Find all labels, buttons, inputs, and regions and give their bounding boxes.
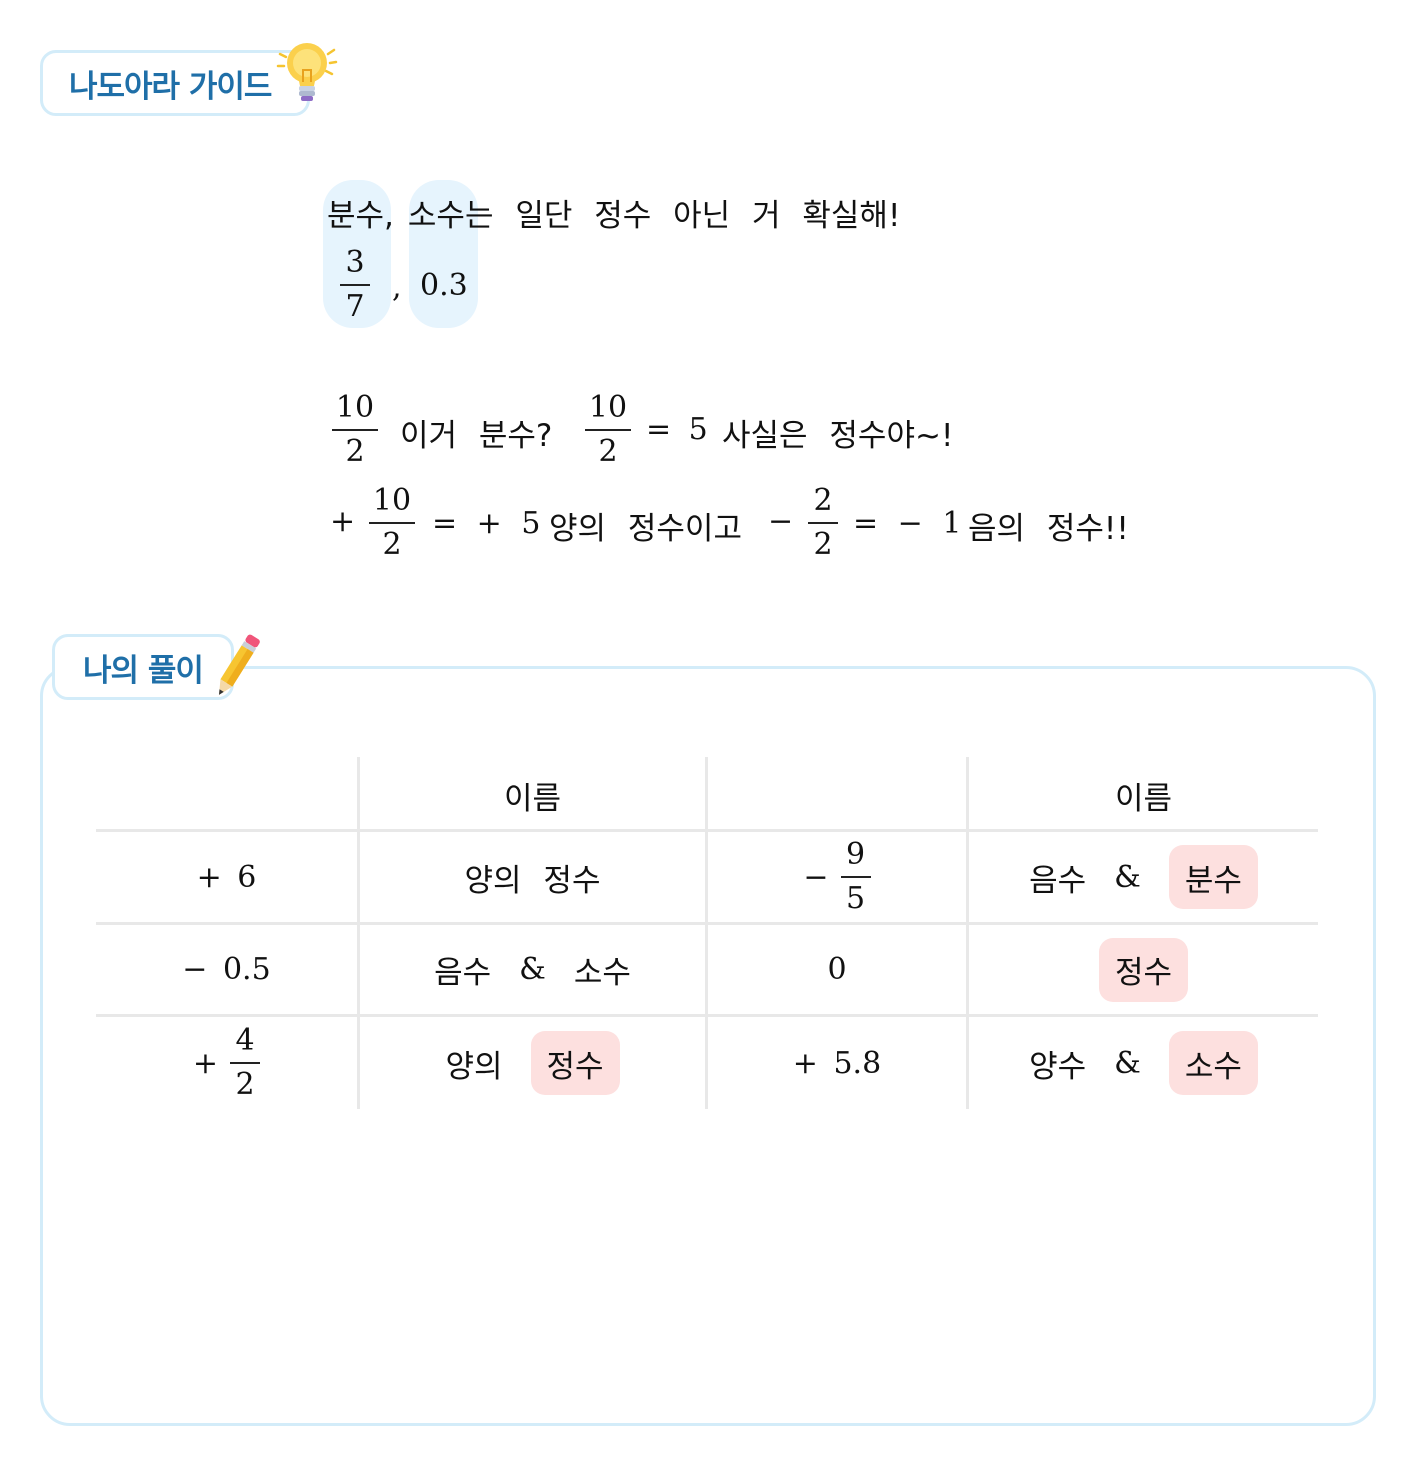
value: − 0.5 xyxy=(182,952,271,987)
table-header-left-name: 이름 xyxy=(360,760,705,830)
numerator: 10 xyxy=(372,483,412,518)
table-row2-right-value: 0 xyxy=(708,925,966,1014)
table-row1-right-value: − 9 5 xyxy=(708,832,966,922)
fraction-bar xyxy=(808,522,838,524)
guide-line-1: 분수, 소수는 일단 정수 아닌 거 확실해! xyxy=(327,190,900,235)
line3-text-1: 이거 분수? xyxy=(400,418,553,454)
line4-text-1: 양의 정수이고 xyxy=(549,511,742,547)
guide-title: 나도아라 가이드 xyxy=(69,68,272,105)
highlight-fraction xyxy=(323,180,391,328)
word-decimal: 소수 xyxy=(407,198,465,234)
table-row3-right-value: + 5.8 xyxy=(708,1017,966,1109)
fraction-bar xyxy=(340,284,370,286)
fraction: 4 2 xyxy=(230,1023,261,1102)
table-row2-right-name: 정수 xyxy=(969,925,1318,1014)
line4-plus: + xyxy=(330,504,356,539)
comma: , xyxy=(384,198,394,234)
table-divider-v3 xyxy=(966,757,969,1109)
guide-title-tag: 나도아라 가이드 xyxy=(40,50,310,116)
example-comma: , xyxy=(392,270,402,305)
line4-text-2: 음의 정수!! xyxy=(968,511,1129,547)
table-divider-h3 xyxy=(96,1014,1318,1017)
solution-title-tag: 나의 풀이 xyxy=(52,634,234,700)
fraction-bar xyxy=(840,876,871,878)
fraction-bar xyxy=(369,522,415,524)
fraction: 9 5 xyxy=(840,837,871,916)
highlighted-name: 분수 xyxy=(1168,845,1258,909)
highlighted-name: 정수 xyxy=(1098,937,1189,1002)
table-divider-v1 xyxy=(357,757,360,1109)
header-label: 이름 xyxy=(1114,780,1173,817)
denominator: 2 xyxy=(382,527,402,562)
highlighted-name: 소수 xyxy=(1168,1031,1258,1095)
fraction-bar xyxy=(332,429,378,431)
line3-text-2: 사실은 정수야~! xyxy=(722,418,954,454)
highlight-decimal xyxy=(409,180,478,328)
ampersand: & xyxy=(1114,859,1141,895)
table-row1-right-name: 음수 & 분수 xyxy=(969,832,1318,922)
fraction-bar xyxy=(585,429,631,431)
line4-equals-2: = − 1 xyxy=(853,506,962,541)
example-fraction: 3 7 xyxy=(340,248,370,322)
denominator: 2 xyxy=(598,434,618,469)
table-row1-left-name: 양의 정수 xyxy=(360,832,705,922)
value: 0 xyxy=(827,952,847,987)
numerator: 4 xyxy=(235,1023,255,1058)
denominator: 2 xyxy=(345,434,365,469)
numerator: 2 xyxy=(813,483,833,518)
line3-equals: = 5 xyxy=(646,412,708,447)
numerator: 9 xyxy=(846,837,866,872)
table-divider-v2 xyxy=(705,757,708,1109)
line-1-rest: 는 일단 정수 아닌 거 확실해! xyxy=(464,198,901,234)
fraction-bar xyxy=(230,1062,261,1064)
table-divider-h1 xyxy=(96,829,1318,832)
solution-panel xyxy=(40,666,1376,1426)
lightbulb-icon xyxy=(276,43,338,101)
table-row3-right-name: 양수 & 소수 xyxy=(969,1017,1318,1109)
solution-title: 나의 풀이 xyxy=(83,652,204,689)
header-label: 이름 xyxy=(503,780,562,817)
table-row2-left-name: 음수 & 소수 xyxy=(360,925,705,1014)
line4-equals-1: = + 5 xyxy=(432,506,541,541)
line4-fraction-1: 10 2 xyxy=(369,486,415,560)
highlighted-name: 정수 xyxy=(530,1031,620,1095)
table-header-right-name: 이름 xyxy=(969,760,1318,830)
name-a: 음수 xyxy=(1029,862,1087,899)
ampersand: & xyxy=(519,952,546,987)
table-row3-left-value: + 4 2 xyxy=(96,1017,357,1109)
value: + 6 xyxy=(196,859,257,895)
value: + 5.8 xyxy=(792,1045,882,1081)
ampersand: & xyxy=(1114,1045,1141,1081)
denominator: 2 xyxy=(235,1067,255,1102)
fraction-numerator: 3 xyxy=(345,245,365,280)
line3-fraction-2: 10 2 xyxy=(585,393,631,467)
name-a: 양수 xyxy=(1029,1048,1087,1085)
name: 양의 정수 xyxy=(464,862,601,899)
denominator: 5 xyxy=(846,881,866,916)
name-a: 음수 xyxy=(434,955,492,991)
table-row2-left-value: − 0.5 xyxy=(96,925,357,1014)
line3-fraction-1: 10 2 xyxy=(332,393,378,467)
table-row3-left-name: 양의 정수 xyxy=(360,1017,705,1109)
sign: − xyxy=(803,859,829,895)
name-b: 소수 xyxy=(573,955,631,991)
numerator: 10 xyxy=(588,390,628,425)
line4-minus: − xyxy=(768,504,794,539)
table-row1-left-value: + 6 xyxy=(96,832,357,922)
denominator: 2 xyxy=(813,527,833,562)
word-fraction: 분수 xyxy=(327,198,385,234)
example-decimal: 0.3 xyxy=(420,268,468,303)
pencil-icon xyxy=(218,634,260,695)
table-divider-h2 xyxy=(96,922,1318,925)
fraction-denominator: 7 xyxy=(345,289,365,324)
line4-fraction-2: 2 2 xyxy=(808,486,838,560)
sign: + xyxy=(192,1045,219,1081)
name-a: 양의 xyxy=(445,1048,503,1085)
numerator: 10 xyxy=(335,390,375,425)
